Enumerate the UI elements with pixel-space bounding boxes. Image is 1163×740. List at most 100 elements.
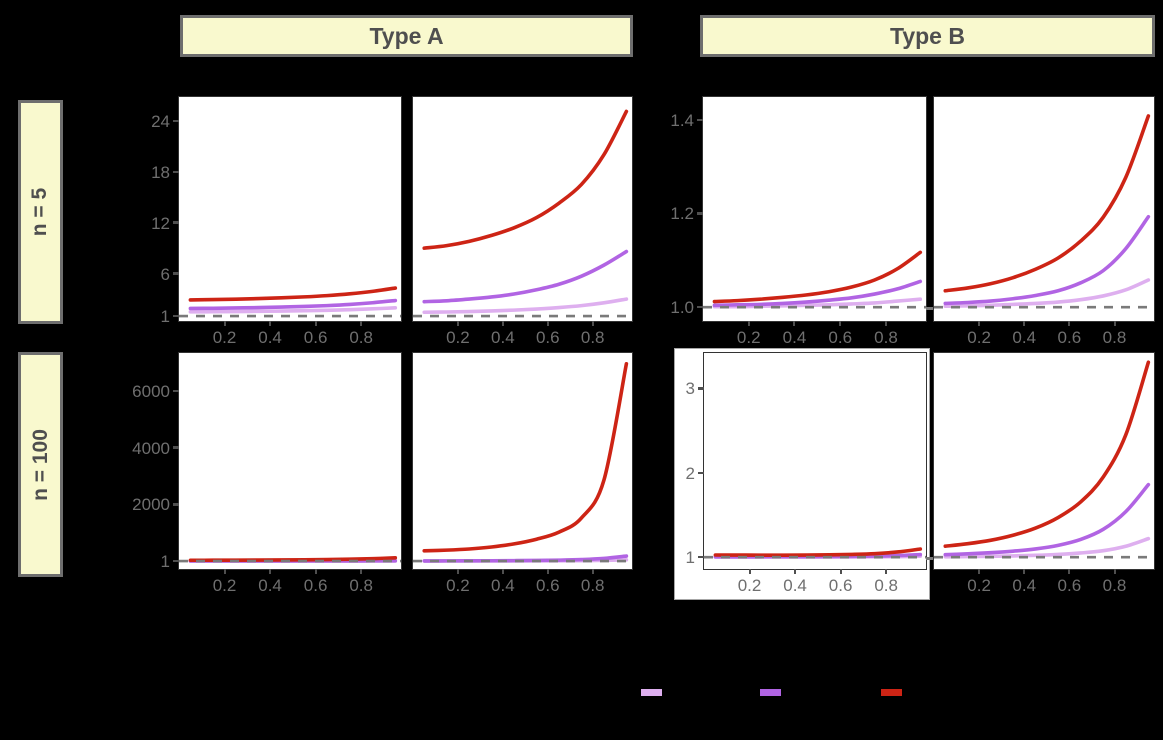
line-series-light-purple [943, 536, 1151, 559]
x-tick-mark [591, 321, 594, 326]
x-tick-mark [501, 321, 504, 326]
x-tick-label: 0.4 [1012, 328, 1037, 347]
y-tick-label: 24 [151, 111, 170, 131]
y-tick-mark [173, 503, 179, 506]
x-tick-label: 0.6 [828, 328, 853, 347]
line-series-red [713, 547, 923, 557]
y-tick-mark [697, 305, 703, 309]
ref-line-fragment-bottom [926, 557, 933, 560]
line-series-light-purple [712, 297, 923, 309]
y-tick-mark [173, 559, 179, 563]
x-tick-mark [314, 321, 317, 326]
line-series-red [422, 361, 629, 553]
x-tick-label: 0.2 [212, 576, 237, 595]
x-tick-mark [794, 569, 797, 574]
panel-n5-typeB-2: 0.2 0.4 0.6 0.8 [933, 96, 1155, 346]
line-series-purple [943, 482, 1151, 557]
legend-swatch-light-purple [641, 689, 662, 696]
x-tick-mark [360, 569, 363, 574]
line-series-red [943, 114, 1151, 293]
line-series-purple [943, 214, 1151, 306]
x-tick-mark [747, 321, 750, 326]
line-series-red [943, 360, 1151, 549]
panel-plot-A4 [413, 361, 632, 563]
y-tick-mark [173, 314, 179, 318]
line-series-red [188, 555, 398, 563]
x-tick-label: 0.8 [349, 576, 373, 595]
y-tick-label: 1 [160, 307, 170, 327]
x-tick-label: 0.2 [967, 576, 991, 595]
line-series-light-purple [943, 278, 1151, 309]
y-tick-mark [698, 387, 704, 390]
y-tick-mark [698, 471, 704, 475]
x-tick-label: 0.6 [1057, 328, 1082, 347]
x-tick-label: 0.8 [1102, 576, 1127, 595]
panel-plot-A2 [413, 109, 632, 318]
y-tick-label: 1 [160, 552, 170, 572]
x-tick-mark [885, 569, 888, 574]
y-tick-mark [173, 170, 179, 174]
x-tick-mark [1113, 321, 1116, 326]
y-tick-label: 2000 [132, 495, 170, 515]
x-tick-label: 0.2 [446, 328, 470, 347]
y-tick-label: 3 [685, 379, 695, 399]
x-tick-label: 0.4 [491, 328, 515, 347]
x-tick-mark [839, 569, 842, 574]
panel-plot-A3 [179, 555, 401, 563]
x-tick-mark [223, 321, 226, 326]
x-tick-label: 0.8 [349, 328, 373, 347]
y-tick-label: 1.4 [670, 110, 694, 130]
panel-n5-typeB-1: 1.0 1.2 1.4 0.2 0.4 0.6 0.8 [670, 96, 927, 346]
line-series-light-purple [422, 297, 629, 315]
y-tick-mark [698, 555, 704, 559]
x-tick-mark [223, 569, 226, 574]
x-tick-label: 0.4 [782, 328, 807, 347]
facet-strip-n100-label: n = 100 [28, 428, 52, 501]
panel-n5-typeA-1: 1 6 12 18 24 0.2 0.4 0.6 0.8 [151, 96, 402, 346]
x-tick-mark [546, 321, 549, 326]
line-series-light-purple [188, 306, 398, 314]
x-tick-mark [269, 321, 272, 326]
x-tick-label: 0.4 [491, 576, 515, 595]
panel-plot-A1 [179, 286, 401, 318]
line-series-purple [422, 249, 629, 304]
panel-n100-typeB-2: 0.2 0.4 0.6 0.8 [933, 352, 1155, 594]
x-tick-label: 0.8 [1102, 328, 1127, 347]
x-tick-label: 0.4 [258, 576, 282, 595]
x-tick-label: 0.8 [874, 328, 898, 347]
ref-line-fragment-top [926, 307, 933, 310]
facet-strip-type-b-label: Type B [890, 22, 965, 49]
panel-n100-typeA-2: 0.2 0.4 0.6 0.8 [412, 352, 633, 594]
panel-n5-typeA-2: 0.2 0.4 0.6 0.8 [412, 96, 633, 346]
x-tick-label: 0.4 [258, 328, 282, 347]
x-tick-mark [546, 569, 549, 574]
y-tick-mark [173, 119, 179, 123]
line-series-purple [188, 298, 398, 311]
y-tick-label: 6 [160, 264, 170, 284]
y-tick-label: 12 [151, 213, 170, 233]
x-tick-label: 0.2 [212, 328, 237, 347]
x-tick-mark [1113, 569, 1116, 574]
x-tick-label: 0.6 [303, 576, 328, 595]
facet-strip-type-a: Type A [180, 15, 633, 57]
y-tick-label: 2 [685, 463, 695, 483]
panel-n100-typeB-1-inset: 1 2 3 0.2 0.4 0.6 0.8 [686, 352, 927, 594]
x-tick-label: 0.2 [736, 328, 761, 347]
y-tick-mark [173, 272, 179, 275]
x-tick-mark [1068, 569, 1071, 574]
x-tick-mark [314, 569, 317, 574]
x-tick-label: 0.8 [874, 576, 898, 595]
x-tick-mark [839, 321, 842, 326]
panel-plot-B3 [704, 547, 926, 559]
line-series-purple [422, 554, 629, 563]
x-tick-label: 0.2 [446, 576, 470, 595]
x-tick-mark [360, 321, 363, 326]
y-tick-label: 1 [685, 548, 695, 568]
line-series-purple [712, 279, 923, 308]
line-series-red [422, 109, 629, 250]
facet-strip-type-a-label: Type A [369, 22, 444, 49]
facet-strip-n5: n = 5 [18, 100, 63, 324]
x-tick-mark [1068, 321, 1071, 326]
x-tick-label: 0.6 [303, 328, 328, 347]
